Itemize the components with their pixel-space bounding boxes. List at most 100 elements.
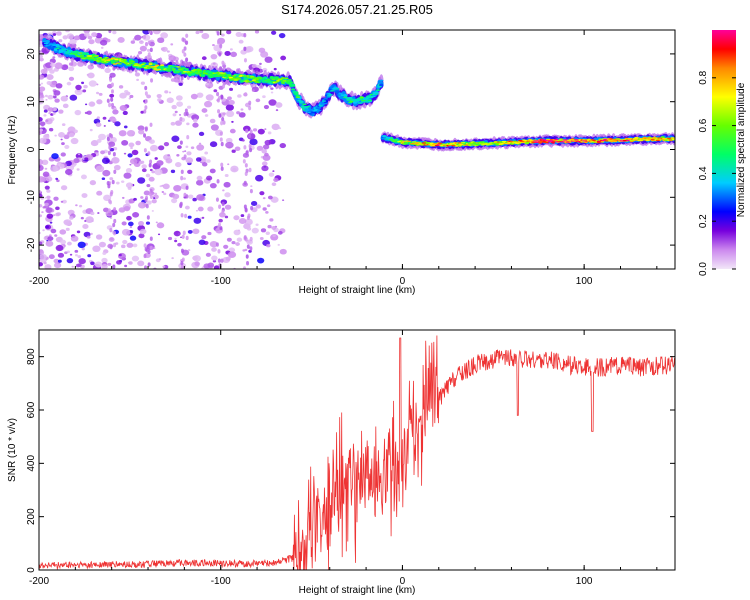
noise-speck bbox=[54, 134, 57, 137]
noise-speck bbox=[100, 46, 104, 49]
ridge-mark bbox=[148, 63, 153, 65]
noise-speck bbox=[198, 131, 205, 136]
y-tick-label: 600 bbox=[26, 401, 37, 418]
noise-speck bbox=[227, 251, 237, 258]
ridge-mark bbox=[70, 52, 75, 55]
ridge-mark bbox=[310, 111, 315, 113]
noise-speck bbox=[67, 241, 72, 246]
ridge-mark bbox=[130, 60, 135, 63]
x-tick-label: 100 bbox=[576, 276, 593, 287]
noise-speck bbox=[97, 212, 100, 214]
noise-streak bbox=[220, 162, 224, 167]
ridge-mark bbox=[648, 137, 654, 140]
noise-speck bbox=[96, 99, 103, 105]
noise-speck bbox=[125, 182, 134, 189]
noise-streak bbox=[112, 152, 116, 157]
noise-speck bbox=[123, 172, 132, 179]
ridge-mark bbox=[287, 79, 292, 81]
noise-speck bbox=[83, 30, 90, 34]
noise-speck bbox=[47, 107, 54, 112]
y-tick-label: -10 bbox=[26, 190, 37, 205]
noise-speck bbox=[47, 94, 54, 100]
noise-speck bbox=[168, 91, 172, 94]
noise-speck bbox=[201, 32, 210, 40]
ridge-mark bbox=[246, 76, 252, 79]
noise-streak bbox=[149, 236, 153, 241]
ridge-mark bbox=[344, 97, 350, 99]
y-tick-label: 20 bbox=[26, 48, 37, 60]
noise-speck bbox=[95, 122, 102, 127]
noise-streak bbox=[220, 141, 224, 147]
noise-speck bbox=[44, 264, 52, 269]
noise-speck bbox=[264, 128, 267, 131]
noise-streak bbox=[180, 264, 184, 269]
noise-speck bbox=[143, 190, 151, 196]
noise-speck bbox=[167, 154, 171, 157]
noise-speck bbox=[251, 89, 255, 92]
noise-streak bbox=[113, 231, 117, 236]
noise-speck bbox=[172, 193, 180, 200]
ridge-mark bbox=[334, 87, 340, 90]
ridge-mark bbox=[321, 100, 327, 102]
ridge-mark bbox=[509, 141, 515, 143]
noise-speck bbox=[55, 83, 63, 89]
noise-streak bbox=[149, 245, 153, 251]
noise-speck bbox=[268, 172, 275, 177]
ridge-mark bbox=[45, 39, 50, 44]
ridge-mark bbox=[279, 79, 284, 82]
noise-speck bbox=[250, 201, 258, 207]
noise-speck bbox=[201, 235, 207, 240]
ridge-mark bbox=[330, 90, 335, 92]
ridge-mark bbox=[565, 141, 570, 143]
noise-speck bbox=[118, 130, 127, 137]
noise-speck bbox=[68, 76, 75, 81]
noise-speck bbox=[271, 123, 280, 131]
noise-speck bbox=[141, 168, 147, 173]
noise-speck bbox=[68, 132, 75, 138]
noise-speck bbox=[77, 255, 82, 259]
noise-streak bbox=[245, 150, 249, 156]
ridge-mark bbox=[370, 95, 376, 98]
ridge-mark bbox=[231, 74, 237, 77]
ridge-mark bbox=[491, 142, 497, 145]
noise-speck bbox=[58, 39, 63, 43]
noise-streak bbox=[183, 154, 187, 159]
noise-speck bbox=[46, 213, 54, 219]
noise-speck bbox=[186, 122, 190, 126]
noise-speck bbox=[48, 234, 52, 237]
noise-speck bbox=[176, 101, 184, 107]
noise-speck bbox=[62, 35, 68, 40]
noise-streak bbox=[109, 200, 113, 205]
ridge-mark bbox=[367, 99, 373, 102]
noise-streak bbox=[147, 40, 151, 45]
noise-speck bbox=[80, 216, 84, 220]
ridge-mark bbox=[333, 86, 338, 89]
noise-speck bbox=[170, 169, 176, 174]
ridge-mark bbox=[377, 85, 382, 88]
noise-speck bbox=[141, 164, 147, 169]
ridge-mark bbox=[457, 142, 463, 144]
noise-speck bbox=[185, 145, 189, 148]
noise-speck bbox=[174, 237, 177, 240]
noise-speck bbox=[211, 255, 218, 261]
noise-speck bbox=[240, 214, 245, 218]
noise-speck bbox=[226, 110, 235, 118]
noise-speck bbox=[272, 170, 275, 172]
noise-speck bbox=[98, 92, 103, 96]
ridge-mark bbox=[645, 137, 651, 139]
ridge-mark bbox=[384, 138, 389, 140]
noise-streak bbox=[218, 222, 222, 227]
noise-speck bbox=[75, 263, 81, 268]
noise-speck bbox=[236, 111, 240, 115]
noise-streak bbox=[243, 235, 247, 240]
noise-speck bbox=[146, 48, 151, 52]
noise-speck bbox=[196, 175, 203, 181]
noise-speck bbox=[263, 104, 270, 110]
noise-speck bbox=[229, 48, 233, 51]
noise-speck bbox=[142, 30, 151, 35]
noise-streak bbox=[249, 129, 253, 134]
noise-speck bbox=[84, 111, 88, 115]
noise-speck bbox=[138, 161, 143, 165]
noise-speck bbox=[273, 67, 277, 71]
noise-speck bbox=[244, 218, 253, 226]
